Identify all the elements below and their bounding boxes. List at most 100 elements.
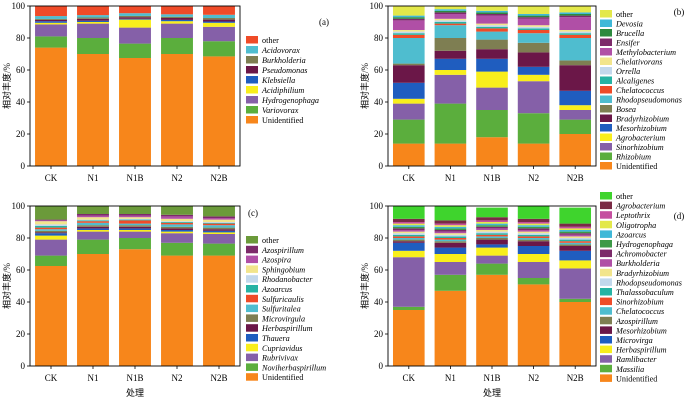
bar-segment-d-CK-8	[392, 236, 425, 238]
bar-segment-d-N2B-13	[559, 233, 592, 235]
x-tick-label: N2B	[567, 173, 584, 183]
legend-label: Azoarcus	[615, 230, 646, 239]
bar-segment-b-N2-14	[517, 15, 550, 18]
bar-segment-b-N2B-2	[559, 110, 592, 120]
legend-label: Alcaligenes	[615, 77, 654, 86]
bar-segment-a-CK-7	[35, 16, 67, 19]
legend-swatch	[246, 324, 258, 332]
legend-swatch	[600, 268, 612, 277]
legend-swatch	[246, 116, 258, 124]
legend-label: Klebsiella	[261, 76, 295, 85]
bar-segment-c-CK-5	[35, 232, 67, 234]
legend-swatch	[600, 133, 612, 141]
bar-segment-d-CK-5	[392, 241, 425, 243]
legend-label: Herbaspirillum	[261, 324, 313, 333]
legend-swatch	[600, 114, 612, 122]
legend-swatch	[246, 96, 258, 104]
bar-segment-c-N2B-1	[203, 243, 235, 256]
bar-segment-b-N1B-0	[476, 137, 508, 166]
bar-segment-c-CK-13	[35, 219, 67, 221]
x-tick-label: N2	[528, 173, 539, 183]
bar-segment-b-N2B-8	[559, 34, 592, 38]
bar-segment-b-N2-9	[517, 28, 550, 30]
legend-label: Unidentified	[616, 162, 657, 171]
legend-label: Hydrogenophaga	[615, 240, 673, 249]
bar-segment-a-N2-5	[161, 18, 193, 20]
bar-segment-d-CK-3	[392, 250, 425, 258]
bar-segment-d-N2-19	[517, 206, 550, 219]
bar-segment-d-N2B-9	[559, 239, 592, 242]
legend-label: Azoarcus	[261, 285, 292, 294]
bar-segment-b-N1-13	[434, 12, 467, 14]
panel-label: (d)	[674, 211, 685, 221]
bar-segment-d-N2-16	[517, 223, 550, 226]
bar-segment-b-CK-2	[392, 103, 425, 120]
y-tick-label: 40	[16, 97, 26, 107]
bar-segment-b-N1B-11	[476, 23, 508, 26]
bar-segment-a-CK-3	[35, 22, 67, 25]
legend-label: Rhodopseudomonas	[615, 96, 682, 105]
bar-segment-b-N2-11	[517, 25, 550, 27]
bar-segment-b-N1B-4	[476, 58, 508, 72]
bar-segment-d-N1-14	[434, 228, 467, 230]
legend-label: Cupriavidus	[262, 344, 303, 353]
x-tick-label: N2B	[210, 373, 227, 383]
legend-swatch	[600, 259, 612, 267]
bar-segment-c-N1-14	[77, 206, 109, 214]
bar-segment-b-N2B-0	[559, 134, 592, 166]
legend-label: Burkholderia	[262, 56, 306, 65]
bar-segment-a-N1B-4	[119, 18, 151, 20]
bar-segment-d-N2B-0	[559, 302, 592, 366]
y-tick-label: 80	[374, 233, 384, 243]
bar-segment-d-N2B-8	[559, 241, 592, 243]
bar-segment-d-N2-6	[517, 239, 550, 242]
legend-label: Noviherbaspirillum	[261, 363, 326, 372]
legend-label: Thalassobaculum	[616, 288, 674, 297]
legend-swatch	[600, 278, 612, 286]
bar-segment-d-CK-9	[392, 234, 425, 237]
bar-segment-c-N1B-9	[119, 219, 151, 221]
y-tick-label: 0	[21, 161, 26, 171]
bar-segment-d-CK-6	[392, 239, 425, 242]
legend-label: Brucella	[616, 29, 644, 38]
bar-segment-c-CK-6	[35, 230, 67, 233]
bar-segment-c-CK-0	[35, 266, 67, 366]
bar-segment-c-N2B-6	[203, 227, 235, 230]
bar-segment-b-CK-1	[392, 119, 425, 144]
bar-segment-b-CK-16	[392, 6, 425, 16]
bar-segment-c-N1-1	[77, 239, 109, 254]
legend-label: Chelativorans	[616, 58, 662, 67]
x-tick-label: N1	[88, 173, 99, 183]
bar-segment-c-N2-11	[161, 218, 193, 222]
legend-swatch	[600, 374, 612, 382]
x-tick-label: CK	[403, 173, 416, 183]
y-axis-label: 相对丰度/%	[359, 62, 370, 109]
legend-label: Rubrivivax	[261, 354, 298, 363]
x-tick-label: N2	[172, 373, 183, 383]
bar-segment-b-CK-6	[392, 63, 425, 66]
legend-label: Azospira	[261, 256, 291, 265]
bar-segment-b-N2B-10	[559, 31, 592, 34]
bar-segment-d-N1B-8	[476, 234, 508, 237]
legend-swatch	[600, 220, 612, 229]
y-axis-label: 相对丰度/%	[1, 62, 12, 109]
bar-segment-b-N1-4	[434, 58, 467, 70]
bar-segment-b-CK-4	[392, 82, 425, 99]
y-tick-label: 100	[12, 201, 26, 211]
bar-segment-d-N2-4	[517, 246, 550, 254]
bar-segment-b-N2B-12	[559, 17, 592, 30]
panel-b: CK N1 N1B N2 N2B 0 20 40 60 80 100 相对丰度/% (b) otherDe…	[359, 1, 684, 183]
legend-swatch	[600, 345, 612, 354]
y-tick-label: 100	[370, 1, 384, 11]
bar-segment-b-N1-6	[434, 38, 467, 51]
bar-segment-d-N2-13	[517, 228, 550, 230]
bar-segment-c-N1B-5	[119, 226, 151, 229]
bar-segment-c-N2-10	[161, 221, 193, 222]
bar-segment-b-N1-16	[434, 6, 467, 10]
bar-segment-d-N1-11	[434, 233, 467, 235]
bar-segment-c-N2B-8	[203, 223, 235, 226]
bar-segment-a-N2-3	[161, 21, 193, 24]
y-tick-label: 40	[16, 297, 26, 307]
bar-segment-c-N1B-14	[119, 206, 151, 214]
plot-frame	[387, 5, 597, 167]
